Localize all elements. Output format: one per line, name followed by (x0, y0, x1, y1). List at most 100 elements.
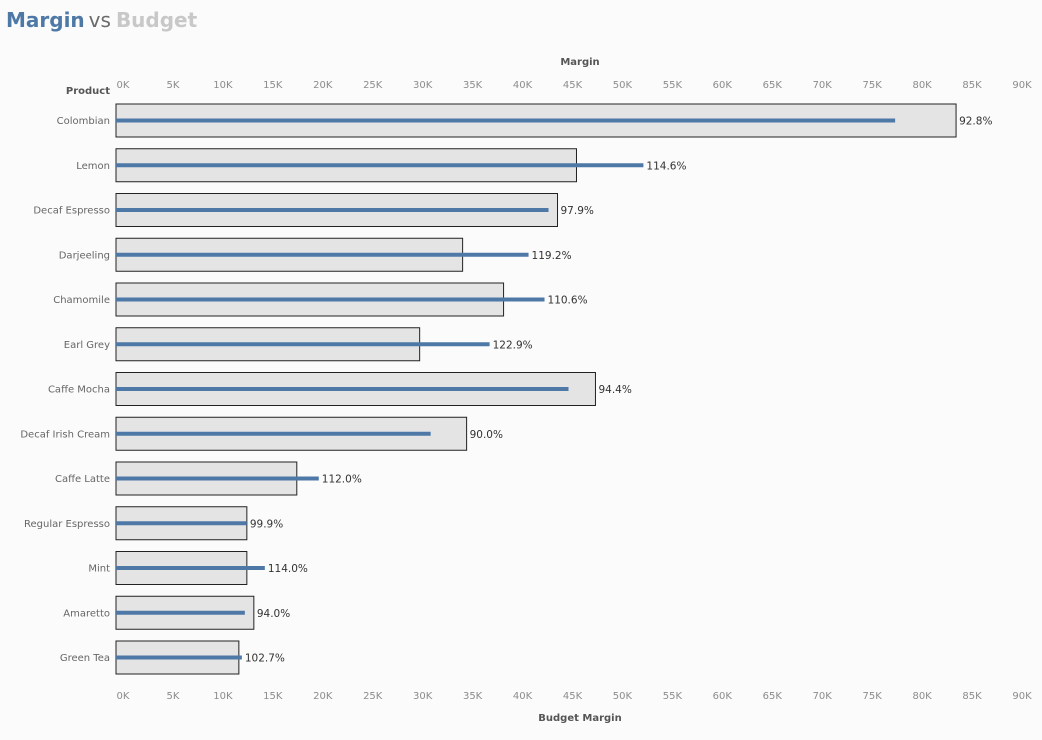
top-axis-ticks: 0K 5K 10K 15K 20K 25K 30K 35K 40K 45K 50K 55K 60K 65K… (117, 80, 1033, 91)
margin-bar (116, 252, 529, 257)
category-label: Darjeeling (59, 250, 110, 261)
margin-bar (116, 431, 431, 436)
top-tick-label: 80K (912, 80, 932, 91)
category-label: Decaf Irish Cream (20, 429, 110, 440)
top-tick-label: 55K (663, 80, 683, 91)
top-tick-label: 30K (413, 80, 433, 91)
bottom-tick-label: 85K (962, 691, 982, 702)
margin-bar (116, 118, 896, 123)
top-tick-label: 20K (313, 80, 333, 91)
bottom-tick-label: 20K (313, 691, 333, 702)
percent-label: 99.9% (250, 518, 283, 530)
top-tick-label: 60K (713, 80, 733, 91)
category-label: Amaretto (63, 608, 110, 619)
bottom-tick-label: 75K (863, 691, 883, 702)
margin-bar (116, 610, 245, 615)
title-margin: Margin (6, 8, 85, 32)
percent-label: 90.0% (470, 429, 503, 441)
chart-row: Colombian 92.8% (57, 103, 992, 138)
percent-label: 102.7% (245, 653, 285, 665)
margin-bar (116, 342, 490, 347)
chart-title: Margin vs Budget (6, 8, 197, 32)
top-tick-label: 15K (263, 80, 283, 91)
top-axis-title: Margin (560, 57, 599, 68)
percent-label: 97.9% (561, 205, 594, 217)
category-label: Regular Espresso (24, 519, 110, 530)
bottom-tick-label: 50K (613, 691, 633, 702)
chart-row: Decaf Espresso 97.9% (33, 193, 594, 227)
chart-row: Mint 114.0% (88, 551, 308, 585)
margin-bar (116, 566, 265, 570)
top-tick-label: 65K (763, 80, 783, 91)
top-tick-label: 70K (813, 80, 833, 91)
bottom-tick-label: 5K (166, 691, 179, 702)
percent-label: 94.0% (257, 608, 290, 620)
margin-bar (116, 208, 549, 212)
top-tick-label: 40K (513, 80, 533, 91)
bottom-tick-label: 60K (713, 691, 733, 702)
category-label: Earl Grey (64, 340, 110, 351)
category-label: Caffe Latte (55, 474, 110, 485)
chart-row: Decaf Irish Cream 90.0% (20, 416, 503, 451)
margin-bar (116, 521, 247, 526)
margin-bar (116, 297, 545, 302)
category-label: Caffe Mocha (48, 385, 110, 396)
chart-row: Caffe Latte 112.0% (55, 461, 362, 496)
percent-label: 114.0% (268, 563, 308, 575)
bottom-tick-label: 65K (763, 691, 783, 702)
chart-rows: Colombian 92.8% Lemon 114.6% Decaf Espresso 9… (20, 103, 992, 675)
margin-bar (116, 387, 569, 391)
category-label: Lemon (76, 161, 110, 172)
top-tick-label: 45K (563, 80, 583, 91)
chart-row: Green Tea 102.7% (60, 640, 285, 675)
bottom-tick-label: 15K (263, 691, 283, 702)
bottom-tick-label: 45K (563, 691, 583, 702)
top-tick-label: 10K (213, 80, 233, 91)
category-label: Mint (88, 564, 110, 575)
margin-bar (116, 163, 644, 168)
top-tick-label: 0K (117, 80, 130, 91)
top-tick-label: 35K (463, 80, 483, 91)
category-label: Chamomile (53, 295, 110, 306)
bottom-tick-label: 80K (912, 691, 932, 702)
bottom-tick-label: 30K (413, 691, 433, 702)
category-label: Decaf Espresso (33, 206, 110, 217)
bottom-tick-label: 25K (363, 691, 383, 702)
title-vs: vs (88, 8, 111, 32)
category-label: Colombian (57, 116, 110, 127)
percent-label: 92.8% (959, 116, 992, 128)
margin-bar (116, 476, 319, 481)
chart-row: Earl Grey 122.9% (64, 327, 533, 362)
bottom-tick-label: 90K (1012, 691, 1032, 702)
top-tick-label: 90K (1012, 80, 1032, 91)
chart-row: Regular Espresso 99.9% (24, 506, 283, 541)
bottom-tick-label: 40K (513, 691, 533, 702)
bottom-tick-label: 35K (463, 691, 483, 702)
bottom-tick-label: 10K (213, 691, 233, 702)
percent-label: 114.6% (646, 160, 686, 172)
bottom-tick-label: 0K (117, 691, 130, 702)
top-tick-label: 5K (166, 80, 179, 91)
chart-row: Caffe Mocha 94.4% (48, 372, 632, 406)
percent-label: 122.9% (493, 339, 533, 351)
bottom-tick-label: 55K (663, 691, 683, 702)
top-tick-label: 75K (863, 80, 883, 91)
category-label: Green Tea (60, 653, 110, 664)
row-header: Product (66, 86, 110, 97)
chart-row: Amaretto 94.0% (63, 595, 290, 630)
bottom-axis-title: Budget Margin (538, 713, 621, 724)
percent-label: 110.6% (548, 295, 588, 307)
top-tick-label: 25K (363, 80, 383, 91)
bottom-tick-label: 70K (813, 691, 833, 702)
percent-label: 119.2% (532, 250, 572, 262)
percent-label: 112.0% (322, 474, 362, 486)
margin-bar (116, 655, 242, 660)
percent-label: 94.4% (598, 384, 631, 396)
title-budget: Budget (115, 8, 198, 32)
top-tick-label: 85K (962, 80, 982, 91)
top-tick-label: 50K (613, 80, 633, 91)
chart-row: Darjeeling 119.2% (59, 237, 572, 272)
chart-row: Lemon 114.6% (76, 148, 686, 183)
bottom-axis-ticks: 0K 5K 10K 15K 20K 25K 30K 35K 40K 45K 50K 55K 60K 65K… (117, 691, 1033, 702)
